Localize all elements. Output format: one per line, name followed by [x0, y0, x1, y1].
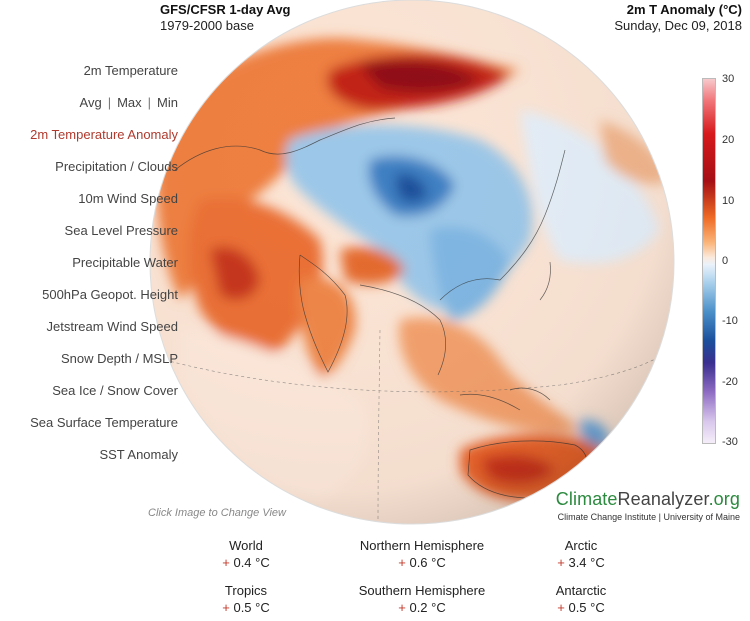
stat-value: 0.5 °C [233, 600, 270, 615]
menu-item-sea-surface-temperature[interactable]: Sea Surface Temperature [30, 415, 178, 430]
menu-item-min[interactable]: Min [157, 95, 178, 110]
menu-item-avg[interactable]: Avg [79, 95, 102, 110]
brand-subtitle: Climate Change Institute | University of… [557, 512, 740, 522]
stat-arctic: Arctic + 3.4 °C [496, 537, 666, 571]
menu-item-snow-depth-mslp[interactable]: Snow Depth / MSLP [60, 351, 178, 366]
menu-item-500hpa-height[interactable]: 500hPa Geopot. Height [42, 287, 178, 302]
change-view-hint: Click Image to Change View [148, 507, 286, 519]
menu-item-2m-temperature-anomaly[interactable]: 2m Temperature Anomaly [30, 127, 178, 142]
stat-sign: + [398, 555, 406, 570]
color-scale-tick: -30 [722, 436, 738, 448]
color-scale-tick: 20 [722, 134, 735, 146]
stat-value: 0.2 °C [409, 600, 446, 615]
stat-southern-hemisphere: Southern Hemisphere + 0.2 °C [337, 582, 507, 616]
menu-item-2m-temperature[interactable]: 2m Temperature [83, 63, 178, 78]
stat-sign: + [398, 600, 406, 615]
stat-sign: + [222, 555, 230, 570]
variable-title: 2m T Anomaly (°C) [626, 2, 742, 17]
menu-separator: | [147, 95, 152, 110]
menu-item-precipitable-water[interactable]: Precipitable Water [72, 255, 178, 270]
color-scale-bar [702, 78, 716, 444]
stat-sign: + [222, 600, 230, 615]
stat-region: World [229, 538, 263, 553]
map-title: GFS/CFSR 1-day Avg [160, 2, 291, 17]
menu-item-precipitation-clouds[interactable]: Precipitation / Clouds [55, 159, 178, 174]
menu-item-sst-anomaly[interactable]: SST Anomaly [99, 447, 178, 462]
variable-header: 2m T Anomaly (°C) Sunday, Dec 09, 2018 [614, 2, 742, 34]
stat-value: 0.5 °C [568, 600, 605, 615]
stat-region: Arctic [564, 538, 598, 553]
menu-item-avg-max-min: Avg | Max | Min [80, 95, 178, 110]
stat-tropics: Tropics + 0.5 °C [161, 582, 331, 616]
stat-value: 0.4 °C [233, 555, 270, 570]
stat-region: Tropics [224, 583, 268, 598]
stat-northern-hemisphere: Northern Hemisphere + 0.6 °C [337, 537, 507, 571]
menu-item-sea-level-pressure[interactable]: Sea Level Pressure [64, 223, 178, 238]
stat-region: Southern Hemisphere [358, 583, 486, 598]
stat-antarctic: Antarctic + 0.5 °C [496, 582, 666, 616]
menu-item-sea-ice-snow-cover[interactable]: Sea Ice / Snow Cover [52, 383, 178, 398]
stat-value: 3.4 °C [568, 555, 605, 570]
stat-sign: + [557, 555, 565, 570]
map-base: 1979-2000 base [160, 18, 254, 33]
menu-separator: | [107, 95, 112, 110]
color-scale-tick: -20 [722, 376, 738, 388]
color-scale-tick: 30 [722, 73, 735, 85]
color-scale-tick: -10 [722, 315, 738, 327]
stat-region: Antarctic [555, 583, 607, 598]
color-scale-tick: 10 [722, 195, 735, 207]
stat-region: Northern Hemisphere [359, 538, 485, 553]
menu-item-max[interactable]: Max [117, 95, 142, 110]
stat-sign: + [557, 600, 565, 615]
stat-world: World + 0.4 °C [161, 537, 331, 571]
map-date: Sunday, Dec 09, 2018 [614, 18, 742, 33]
stat-value: 0.6 °C [409, 555, 446, 570]
color-scale-tick: 0 [722, 255, 729, 267]
menu-item-jetstream-wind[interactable]: Jetstream Wind Speed [46, 319, 178, 334]
menu-item-10m-wind-speed[interactable]: 10m Wind Speed [78, 191, 178, 206]
map-header: GFS/CFSR 1-day Avg 1979-2000 base [160, 2, 291, 34]
brand-logo[interactable]: ClimateReanalyzer.org [555, 489, 740, 509]
